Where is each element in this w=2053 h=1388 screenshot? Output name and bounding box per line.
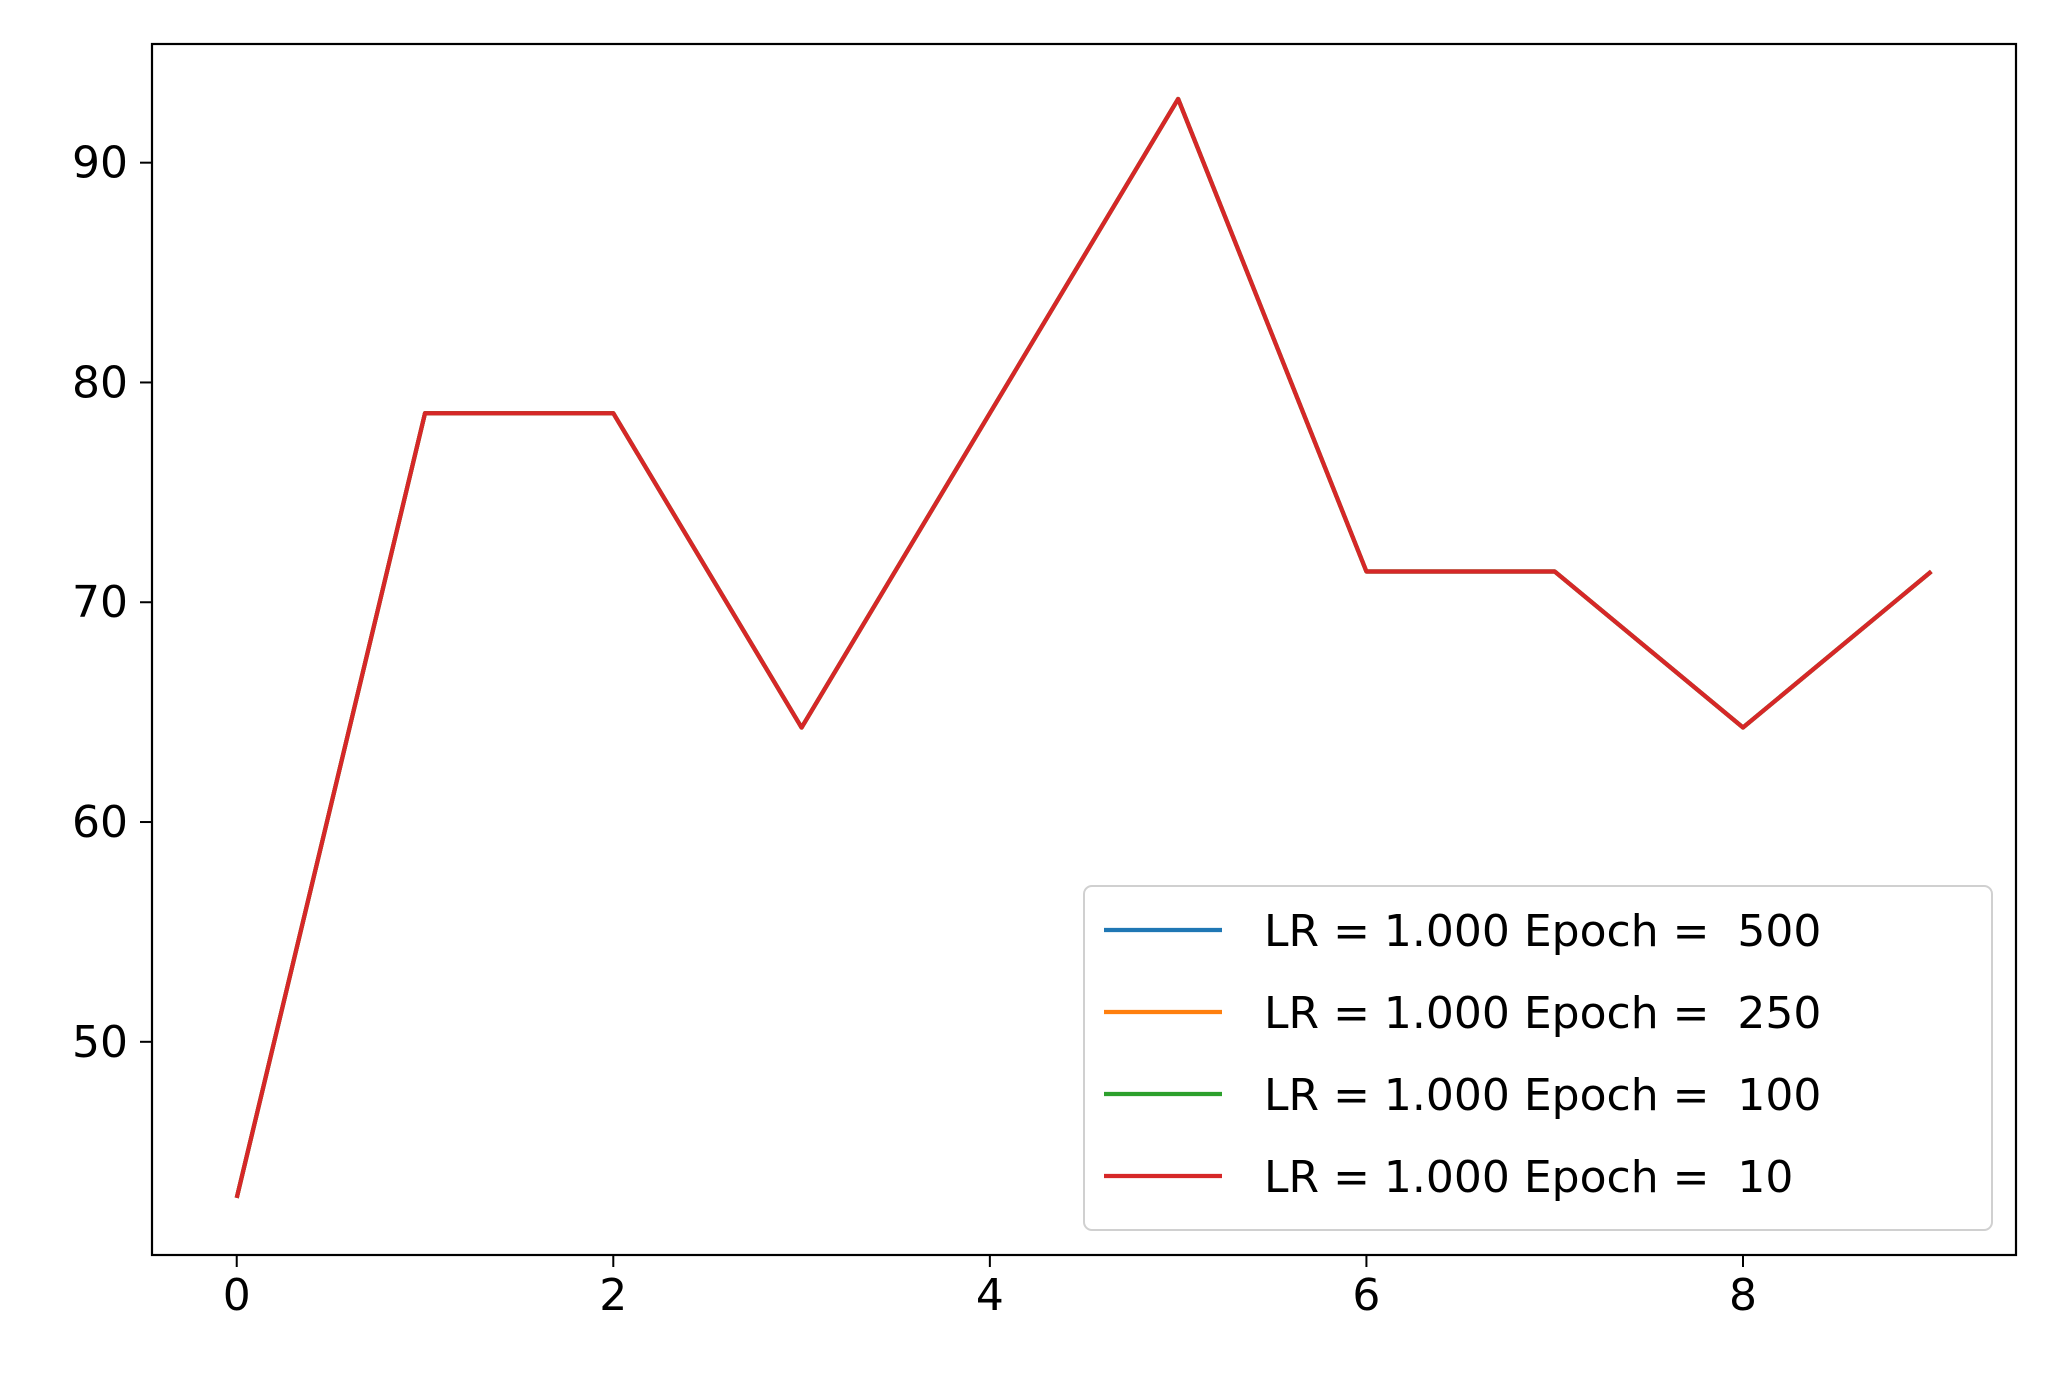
legend-box [1083, 885, 1993, 1231]
legend-label-2: LR = 1.000 Epoch = 250 [1264, 988, 1821, 1039]
y-tick-label: 80 [72, 357, 128, 408]
x-tick-label: 2 [599, 1270, 627, 1321]
plot-frame [150, 42, 2018, 1257]
series-line-4 [234, 96, 1933, 1199]
y-tick-label: 60 [72, 797, 128, 848]
legend: LR = 1.000 Epoch = 500 LR = 1.000 Epoch =… [1083, 885, 1993, 1231]
y-tick-label: 70 [72, 577, 128, 628]
legend-label-1: LR = 1.000 Epoch = 500 [1264, 906, 1821, 957]
x-tick-label: 8 [1729, 1270, 1757, 1321]
series-lines [234, 96, 1933, 1199]
x-tick-label: 6 [1352, 1270, 1380, 1321]
legend-label-4: LR = 1.000 Epoch = 10 [1264, 1152, 1793, 1203]
legend-label-3: LR = 1.000 Epoch = 100 [1264, 1070, 1821, 1121]
x-tick-label: 4 [976, 1270, 1004, 1321]
y-tick-label: 90 [72, 138, 128, 189]
axes: 0 2 4 6 8 50 60 70 80 90 [72, 42, 2018, 1321]
y-tick-label: 50 [72, 1017, 128, 1068]
x-tick-label: 0 [223, 1270, 251, 1321]
